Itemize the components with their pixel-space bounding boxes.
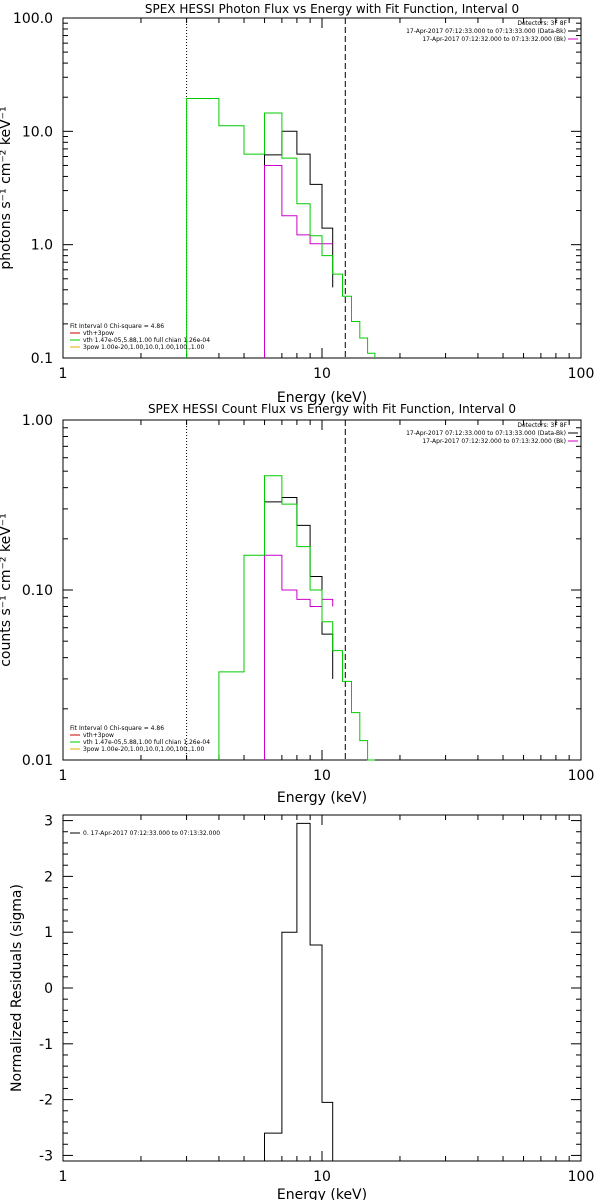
photon-flux-legend-entry: Fit Interval 0 Chi-square = 4.86: [70, 323, 164, 330]
count-flux-series-vth-3pow: [218, 475, 375, 761]
photon-flux-xlabel: Energy (keV): [277, 390, 367, 406]
photon-flux-legend-entry: 3pow 1.00e-20,1.00,10.0,1.00,100.,1.00: [83, 344, 204, 351]
count-flux-legend-entry: vth+3pow: [83, 732, 114, 739]
residuals-ytick-label: 2: [44, 869, 53, 885]
residuals-ytick-label: -2: [39, 1093, 53, 1109]
photon-flux-series-bk: [264, 165, 333, 358]
count-flux-series-data-bk: [264, 497, 334, 760]
photon-flux-series-vth-3pow: [186, 98, 376, 358]
count-flux-xlabel: Energy (keV): [277, 790, 367, 806]
residuals-xtick-label: 10: [313, 1169, 331, 1185]
count-flux-series: [218, 475, 375, 761]
residuals-series-0-17-apr-2017-07-12-33-000-to-07-13-32-000: [264, 822, 334, 1161]
residuals-ytick-label: 3: [44, 814, 53, 830]
residuals-xlabel: Energy (keV): [277, 1187, 367, 1200]
photon-flux-legend-entry: 17-Apr-2017 07:12:33.000 to 07:13:33.000…: [406, 28, 566, 35]
count-flux-legend-header: Detectors: 3F 8F: [517, 422, 567, 429]
residuals-ytick-label: -3: [39, 1148, 53, 1164]
count-flux-legend-bottom: Fit Interval 0 Chi-square = 4.86vth+3pow…: [70, 725, 210, 753]
photon-flux-xtick-label: 100: [568, 366, 595, 382]
residuals-legend: 0. 17-Apr-2017 07:12:33.000 to 07:13:32.…: [70, 830, 220, 837]
residuals-legend-entry: 0. 17-Apr-2017 07:12:33.000 to 07:13:32.…: [83, 830, 220, 837]
photon-flux-title: SPEX HESSI Photon Flux vs Energy with Fi…: [145, 2, 519, 16]
residuals-ytick-label: -1: [39, 1037, 53, 1053]
count-flux-series-bk: [264, 554, 334, 760]
photon-flux-xtick-label: 1: [59, 366, 68, 382]
count-flux-legend-entry: Fit Interval 0 Chi-square = 4.86: [70, 725, 164, 732]
count-flux-legend-entry: vth 1.47e-05,5.88,1.00 full chian 1.26e-…: [83, 739, 210, 746]
residuals-xtick-label: 1: [59, 1169, 68, 1185]
count-flux-ylabel: counts s⁻¹ cm⁻² keV⁻¹: [0, 513, 14, 667]
count-flux-ytick-label: 0.10: [22, 583, 53, 599]
residuals-axes: 1 10 100 -3 -2 -1 0 1 2 3: [39, 814, 594, 1185]
count-flux-xtick-label: 100: [568, 768, 595, 784]
residuals-ytick-label: 0: [44, 981, 53, 997]
residuals-series: [264, 822, 334, 1161]
photon-flux-legend-entry: 17-Apr-2017 07:12:32.000 to 07:13:32.000…: [422, 36, 566, 43]
photon-flux-legend-entry: vth 1.47e-05,5.88,1.00 full chian 1.26e-…: [83, 337, 210, 344]
photon-flux-legend-entry: vth+3pow: [83, 330, 114, 337]
photon-flux-legend-bottom: Fit Interval 0 Chi-square = 4.86vth+3pow…: [70, 323, 210, 351]
residuals-panel: 1 10 100 -3 -2 -1 0 1 2 3 Energy (keV) Normalized…: [9, 814, 594, 1200]
count-flux-legend-entry: 17-Apr-2017 07:12:32.000 to 07:13:32.000…: [422, 438, 566, 445]
residuals-ytick-label: 1: [44, 925, 53, 941]
count-flux-legend-entry: 3pow 1.00e-20,1.00,10.0,1.00,100.,1.00: [83, 746, 204, 753]
count-flux-ytick-label: 1.00: [22, 413, 53, 429]
photon-flux-ytick-label: 0.1: [31, 351, 53, 367]
photon-flux-series: [186, 98, 376, 358]
count-flux-xtick-label: 1: [59, 768, 68, 784]
count-flux-axes: 1 10 100 0.01 0.10 1.00: [22, 413, 595, 784]
photon-flux-ytick-label: 100.0: [13, 11, 53, 27]
photon-flux-legend-header: Detectors: 3F 8F: [517, 20, 567, 27]
photon-flux-axes: 1 10 100 0.1 1.0 10.0 100.0: [13, 11, 594, 382]
count-flux-title: SPEX HESSI Count Flux vs Energy with Fit…: [148, 402, 516, 416]
residuals-xtick-label: 100: [568, 1169, 595, 1185]
photon-flux-series-data-bk: [264, 130, 334, 358]
photon-flux-ytick-label: 10.0: [22, 124, 53, 140]
count-flux-legend-entry: 17-Apr-2017 07:12:33.000 to 07:13:33.000…: [406, 430, 566, 437]
photon-flux-ylabel: photons s⁻¹ cm⁻² keV⁻¹: [0, 106, 14, 269]
residuals-ylabel: Normalized Residuals (sigma): [9, 884, 25, 1092]
count-flux-panel: SPEX HESSI Count Flux vs Energy with Fit…: [0, 402, 594, 806]
photon-flux-ytick-label: 1.0: [31, 238, 53, 254]
photon-flux-xtick-label: 10: [313, 366, 331, 382]
photon-flux-panel: SPEX HESSI Photon Flux vs Energy with Fi…: [0, 2, 594, 406]
count-flux-xtick-label: 10: [313, 768, 331, 784]
count-flux-ytick-label: 0.01: [22, 753, 53, 769]
